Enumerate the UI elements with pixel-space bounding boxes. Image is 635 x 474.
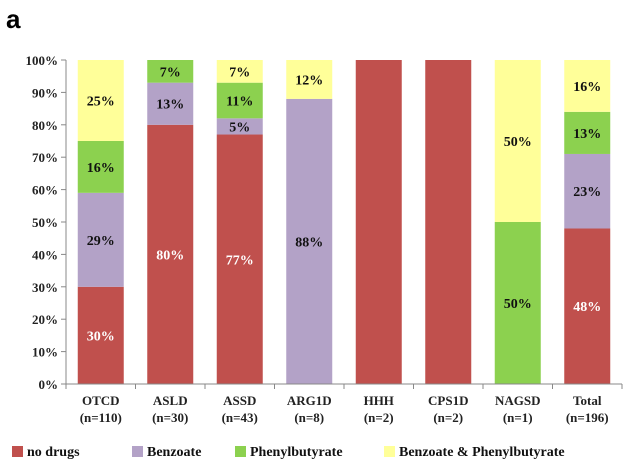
data-label: 16%: [87, 161, 115, 176]
y-tick-label: 100%: [26, 53, 59, 68]
bar-no-drugs-2: [216, 134, 263, 384]
y-tick-label: 0%: [39, 377, 59, 392]
data-label: 30%: [87, 329, 115, 344]
bar-no-drugs-0: [77, 286, 124, 384]
y-tick-label: 50%: [32, 215, 58, 230]
x-tick-sublabel: (n=110): [80, 410, 122, 425]
x-tick-sublabel: (n=8): [294, 410, 324, 425]
y-tick-label: 40%: [32, 247, 58, 262]
data-label: 29%: [87, 234, 115, 249]
bar-no-drugs-1: [147, 124, 194, 385]
x-tick-sublabel: (n=2): [433, 410, 463, 425]
legend-label: Benzoate & Phenylbutyrate: [399, 445, 565, 460]
bar-phenylbutyrate-6: [494, 222, 541, 384]
bar-benzoate-phenylbutyrate-0: [77, 60, 124, 141]
x-tick-sublabel: (n=196): [566, 410, 609, 425]
data-label: 80%: [156, 248, 184, 263]
data-label: 7%: [160, 65, 181, 80]
bar-phenylbutyrate-2: [216, 82, 263, 119]
x-tick-label: HHH: [364, 393, 394, 408]
bar-benzoate-phenylbutyrate-7: [564, 60, 611, 112]
data-label: 88%: [295, 235, 323, 250]
x-tick-label: OTCD: [82, 393, 120, 408]
x-tick-sublabel: (n=43): [222, 410, 258, 425]
bar-benzoate-1: [147, 82, 194, 125]
x-tick-label: ASSD: [223, 393, 256, 408]
y-tick-label: 10%: [32, 345, 58, 360]
data-label: 50%: [504, 135, 532, 150]
data-label: 77%: [226, 253, 254, 268]
bar-phenylbutyrate-1: [147, 60, 194, 83]
data-label: 12%: [295, 73, 323, 88]
legend-label: no drugs: [27, 445, 80, 460]
bar-no-drugs-7: [564, 228, 611, 384]
bar-benzoate-7: [564, 153, 611, 229]
x-tick-sublabel: (n=1): [503, 410, 533, 425]
bar-phenylbutyrate-0: [77, 141, 124, 193]
bar-benzoate-2: [216, 118, 263, 135]
bar-no-drugs-5: [425, 60, 472, 384]
data-label: 5%: [229, 120, 250, 135]
legend-label: Phenylbutyrate: [250, 445, 343, 460]
data-label: 13%: [573, 127, 601, 142]
legend-label: Benzoate: [147, 445, 201, 460]
x-tick-sublabel: (n=2): [364, 410, 394, 425]
legend-swatch-no-drugs: [12, 446, 23, 457]
x-tick-label: Total: [573, 393, 602, 408]
bar-phenylbutyrate-7: [564, 111, 611, 154]
legend-swatch-benzoate: [132, 446, 143, 457]
y-tick-label: 70%: [32, 150, 58, 165]
bar-benzoate-phenylbutyrate-2: [216, 60, 263, 83]
bar-benzoate-3: [286, 98, 333, 384]
y-tick-label: 80%: [32, 118, 58, 133]
y-tick-label: 30%: [32, 280, 58, 295]
x-tick-sublabel: (n=30): [152, 410, 188, 425]
data-label: 11%: [226, 95, 253, 110]
bar-benzoate-0: [77, 192, 124, 287]
legend-swatch-benzoate-phenylbutyrate: [384, 446, 395, 457]
data-label: 25%: [87, 95, 115, 110]
data-label: 7%: [229, 65, 250, 80]
data-label: 50%: [504, 297, 532, 312]
x-tick-label: ASLD: [153, 393, 188, 408]
bar-benzoate-phenylbutyrate-6: [494, 60, 541, 222]
data-label: 16%: [573, 80, 601, 95]
y-tick-label: 20%: [32, 312, 58, 327]
bar-no-drugs-4: [355, 60, 402, 384]
y-tick-label: 90%: [32, 85, 58, 100]
data-label: 48%: [573, 300, 601, 315]
x-tick-label: NAGSD: [495, 393, 541, 408]
legend-swatch-phenylbutyrate: [235, 446, 246, 457]
panel-label: a: [6, 4, 21, 34]
data-label: 13%: [156, 98, 184, 113]
data-label: 23%: [573, 185, 601, 200]
x-tick-label: CPS1D: [428, 393, 468, 408]
bar-benzoate-phenylbutyrate-3: [286, 60, 333, 99]
y-tick-label: 60%: [32, 183, 58, 198]
x-tick-label: ARG1D: [287, 393, 332, 408]
